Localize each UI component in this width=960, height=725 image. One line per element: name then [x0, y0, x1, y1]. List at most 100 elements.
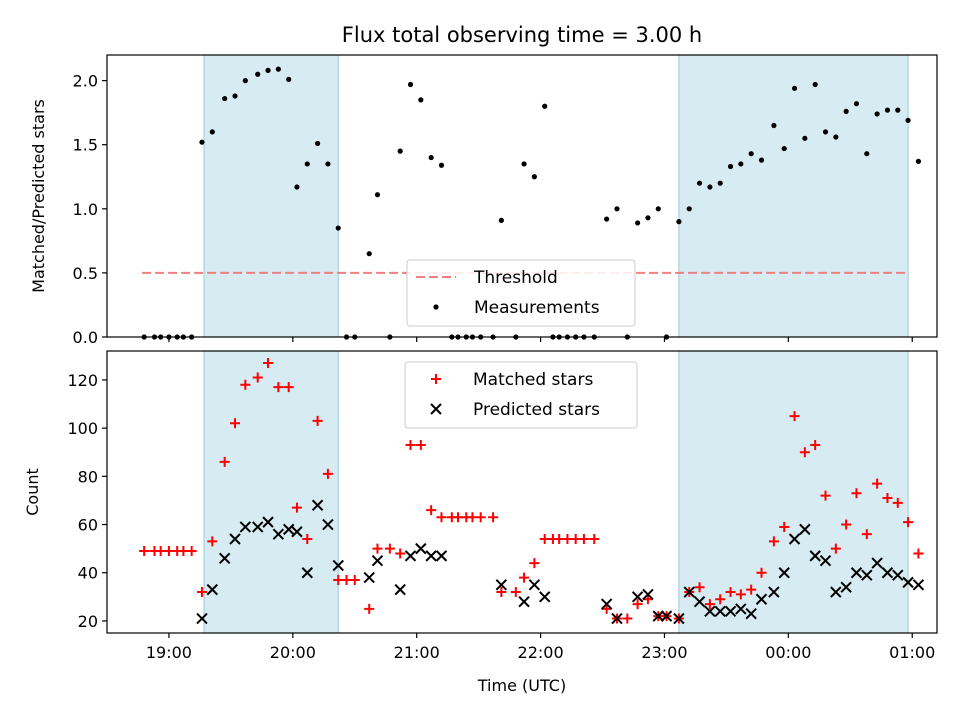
predicted-stars-point [861, 569, 873, 581]
measurement-point [428, 154, 434, 161]
predicted-stars-point [272, 528, 285, 540]
matched-stars-point [715, 594, 726, 605]
matched-stars-point [529, 558, 540, 569]
measurement-point [314, 140, 321, 147]
matched-stars-point [312, 415, 323, 426]
measurement-point [655, 206, 661, 212]
predicted-stars-point [902, 576, 914, 589]
matched-stars-point [273, 382, 284, 393]
predicted-stars-point [735, 603, 747, 615]
matched-stars-point [240, 379, 251, 390]
bottom-panel: 20 40 60 80 100 120 19:00 20:00 21:00 22:00 23:00 0… [23, 350, 938, 695]
matched-stars-point [589, 534, 600, 544]
predicted-stars-point [755, 593, 768, 605]
measurement-point [915, 158, 922, 164]
y-tick-label: 1.0 [73, 200, 98, 219]
chart-title: Flux total observing time = 3.00 h [342, 23, 702, 47]
legend-matched-swatch [431, 374, 441, 384]
matched-stars-point [642, 594, 653, 605]
matched-stars-point [475, 512, 486, 523]
legend: Matched stars Predicted stars [404, 361, 638, 429]
matched-stars-point [510, 587, 521, 598]
matched-stars-point [779, 521, 790, 532]
matched-stars-point [302, 534, 313, 544]
predicted-stars-point [714, 605, 726, 618]
matched-stars-point [372, 543, 383, 554]
x-tick-label: 01:00 [889, 643, 935, 662]
measurement-point [209, 129, 215, 135]
top-panel: 0.0 0.5 1.0 1.5 2.0 Matched/Predicted stars Th… [29, 54, 938, 347]
measurement-point [748, 151, 754, 157]
predicted-stars-point [415, 542, 427, 555]
predicted-stars-point [673, 612, 685, 625]
measurement-point [232, 93, 238, 99]
predicted-stars-point [840, 581, 852, 593]
measurement-point [864, 151, 870, 157]
measurement-point [812, 81, 818, 88]
measurement-point [614, 206, 620, 212]
shaded-interval-1 [203, 54, 339, 338]
matched-stars-point [694, 582, 705, 593]
matched-stars-point [219, 456, 230, 467]
measurement-point [874, 111, 880, 117]
matched-stars-point [364, 603, 375, 614]
measurement-point [286, 76, 292, 82]
y-axis-label: Matched/Predicted stars [29, 99, 48, 293]
predicted-stars-point [724, 605, 737, 618]
measurement-point [438, 162, 445, 168]
matched-stars-point [252, 372, 263, 383]
measurement-point [199, 139, 205, 145]
y-tick-label: 20 [78, 612, 98, 631]
predicted-stars-point [819, 554, 832, 567]
matched-stars-point [384, 543, 395, 554]
measurement-point [696, 180, 703, 186]
predicted-stars-point [809, 550, 821, 562]
matched-stars-point [913, 548, 924, 559]
predicted-stars-point [262, 516, 274, 528]
matched-stars-point [756, 567, 767, 578]
matched-stars-point [768, 536, 779, 547]
measurement-point [304, 161, 310, 167]
predicted-stars-point [435, 550, 448, 562]
matched-stars-point [519, 572, 530, 583]
measurement-point [645, 215, 651, 221]
predicted-stars-point [425, 550, 437, 562]
matched-stars-point [789, 411, 800, 422]
predicted-stars-point [371, 554, 384, 567]
predicted-stars-point [611, 612, 623, 625]
y-tick-label: 2.0 [73, 72, 98, 91]
legend-matched-label: Matched stars [473, 370, 593, 390]
matched-stars-point [704, 599, 715, 610]
predicted-stars-point [768, 586, 780, 598]
measurement-point [781, 145, 787, 152]
measurement-point [738, 161, 744, 167]
matched-stars-point [426, 505, 437, 516]
predicted-stars-point [881, 567, 894, 579]
legend-box [406, 259, 636, 327]
predicted-stars-point [892, 569, 904, 581]
predicted-stars-point [652, 610, 664, 622]
matched-stars-point [263, 358, 274, 369]
y-tick-label: 60 [78, 516, 98, 535]
matched-stars-point [488, 512, 499, 523]
shaded-interval-2 [678, 350, 909, 634]
predicted-stars-point [322, 518, 334, 531]
x-tick-label: 21:00 [394, 643, 440, 662]
matched-stars-point [799, 447, 810, 458]
axes-frame [106, 350, 938, 634]
matched-stars-point [882, 493, 893, 504]
axes-frame [106, 54, 938, 338]
predicted-stars-point [239, 521, 252, 533]
measurement-point [843, 108, 849, 114]
measurement-point [822, 129, 829, 135]
measurement-point [397, 148, 403, 154]
measurement-point [717, 180, 723, 186]
legend-measurements-label: Measurements [474, 298, 600, 318]
measurement-point [265, 67, 271, 73]
matched-stars-point [496, 587, 507, 598]
measurement-point [418, 97, 424, 103]
predicted-stars-point [311, 499, 324, 511]
measurement-point [895, 107, 901, 113]
measurement-point [222, 95, 228, 102]
y-tick-label: 80 [78, 467, 98, 486]
